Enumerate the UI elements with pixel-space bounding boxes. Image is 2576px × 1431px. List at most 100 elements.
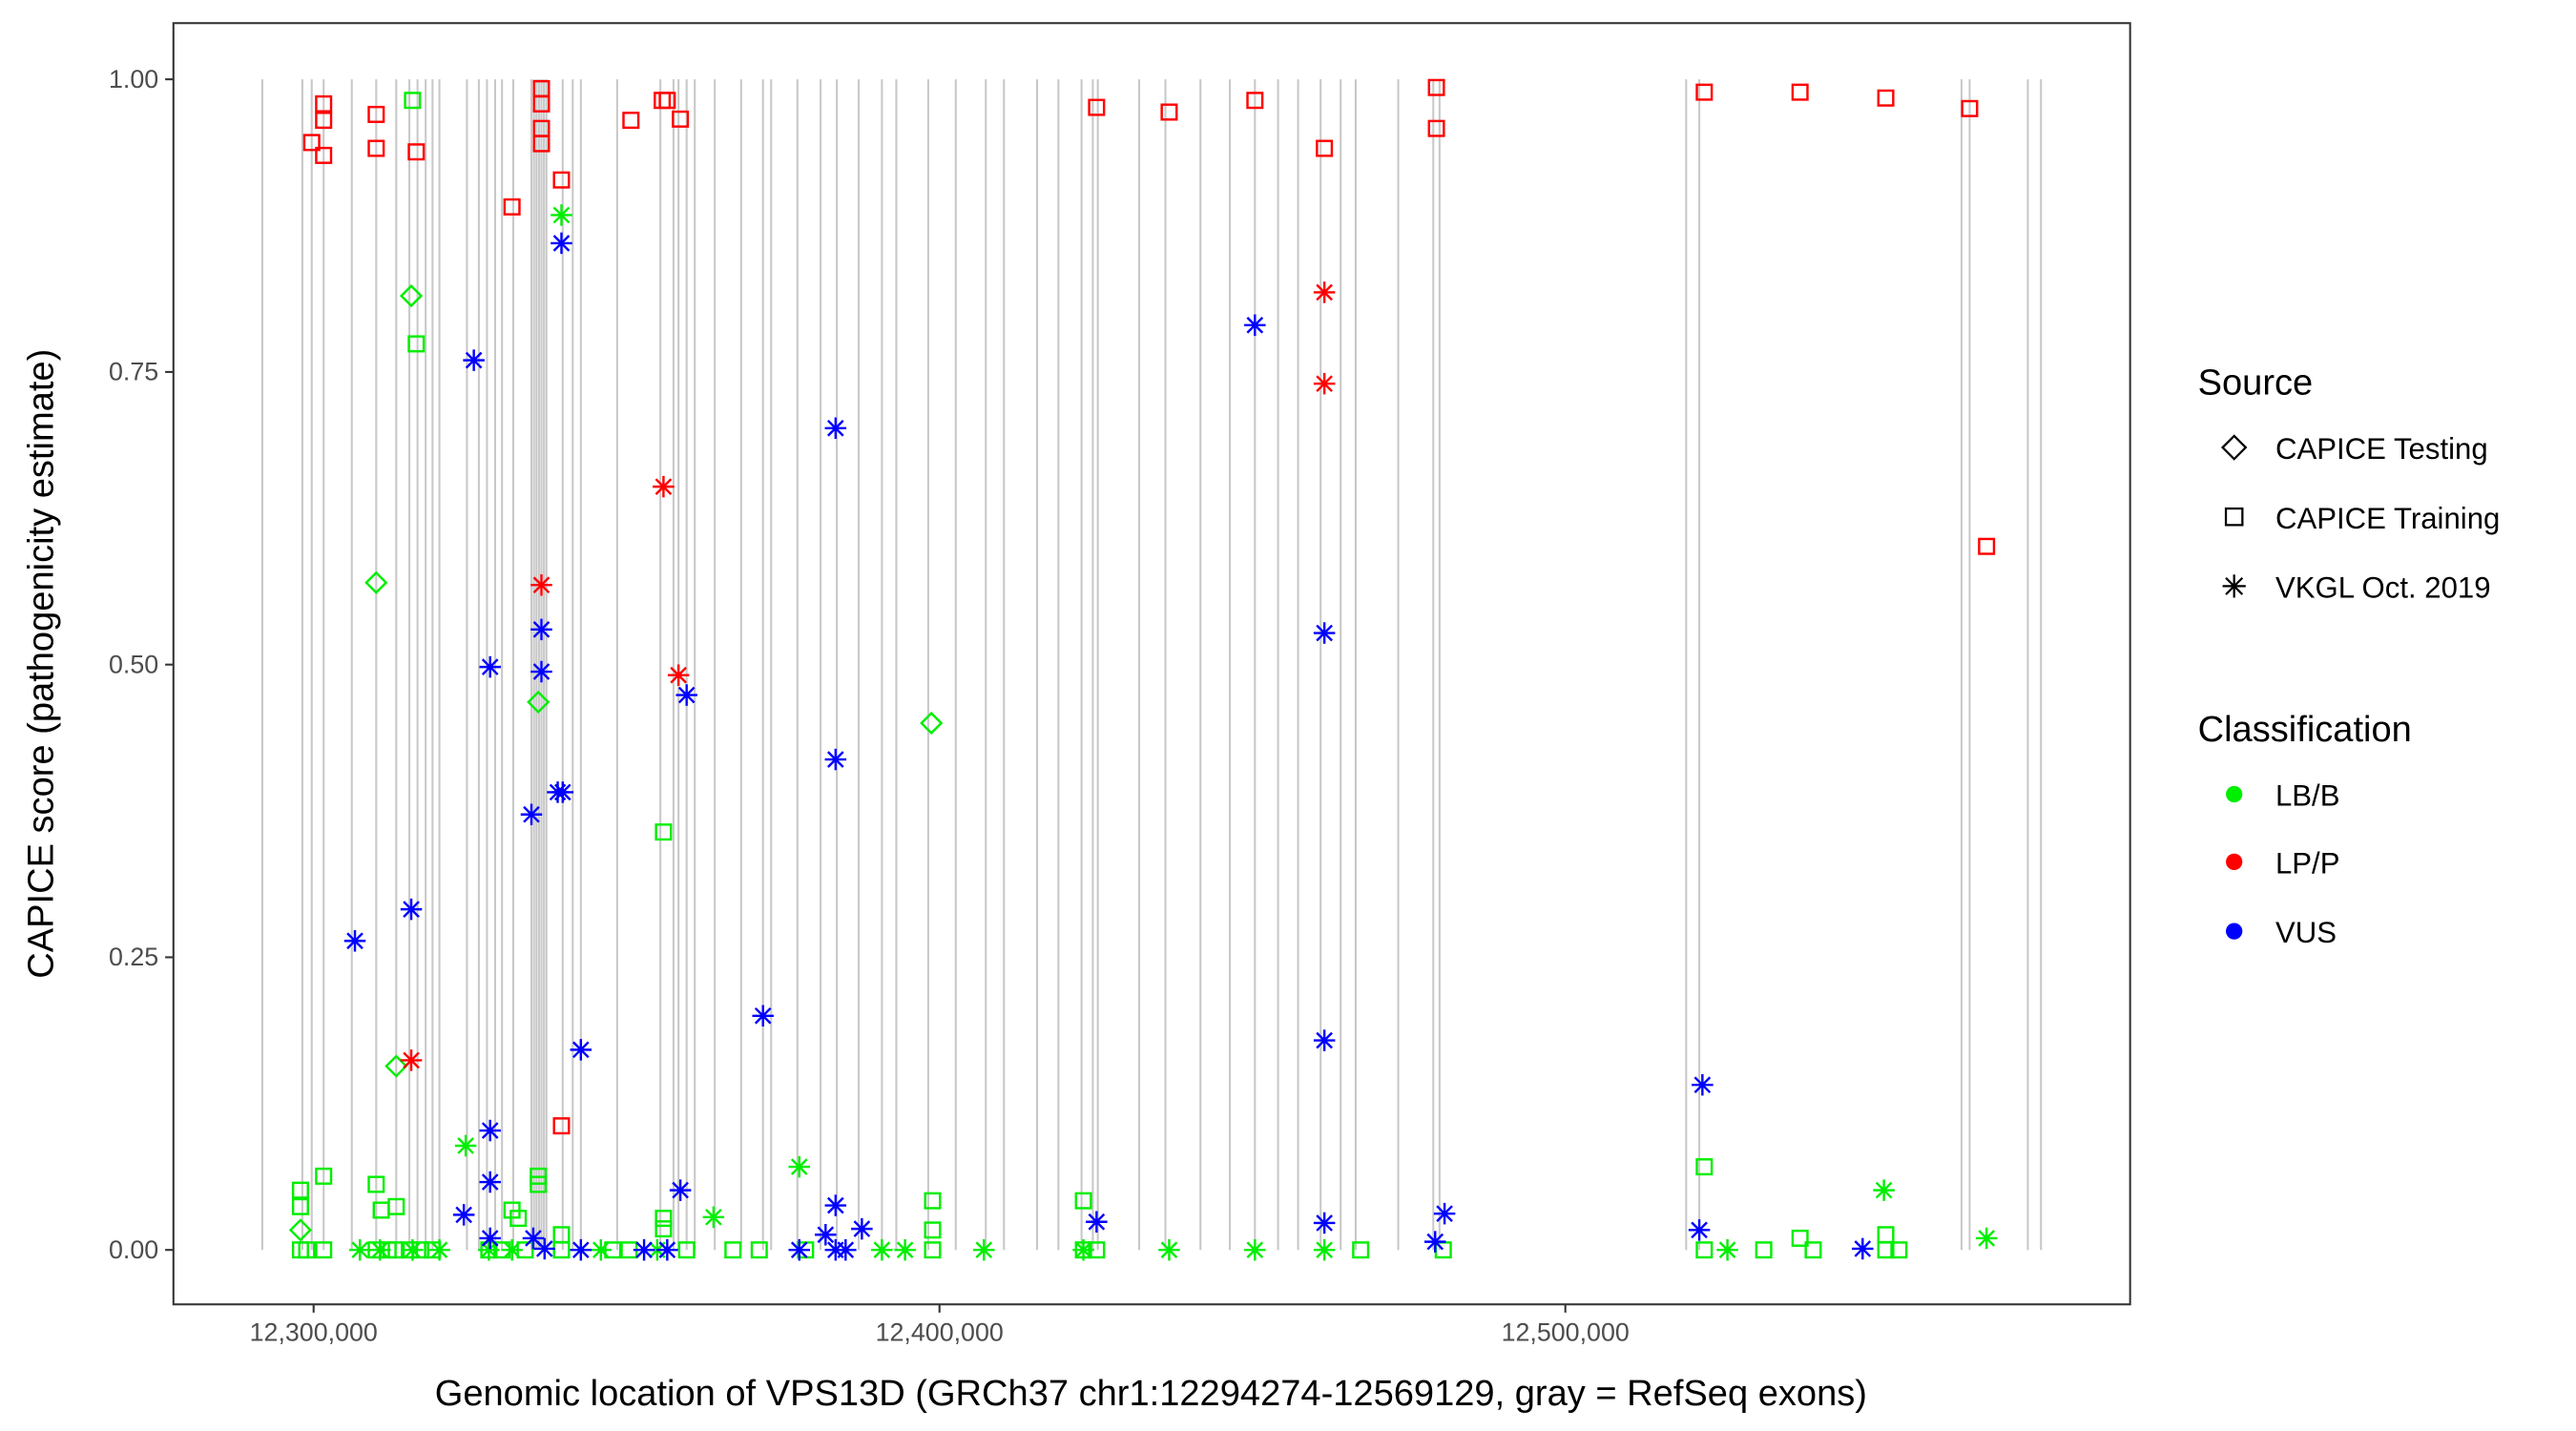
point-vkgl bbox=[851, 1217, 873, 1240]
point-training bbox=[302, 134, 321, 152]
point-vkgl bbox=[530, 660, 552, 683]
point-vkgl bbox=[551, 232, 572, 255]
point-training bbox=[530, 1175, 548, 1193]
point-training bbox=[1877, 1241, 1895, 1259]
point-vkgl bbox=[1692, 1073, 1714, 1096]
point-vkgl bbox=[1072, 1238, 1094, 1261]
point-vkgl bbox=[530, 573, 552, 596]
x-tick-label: 12,300,000 bbox=[250, 1317, 378, 1346]
x-tick-label: 12,500,000 bbox=[1502, 1317, 1630, 1346]
point-training bbox=[404, 92, 422, 110]
point-vkgl bbox=[479, 655, 501, 678]
point-training bbox=[1695, 1158, 1714, 1176]
point-vkgl bbox=[973, 1238, 995, 1261]
legend-lpp-dot-icon bbox=[2226, 853, 2243, 871]
point-vkgl bbox=[788, 1155, 811, 1178]
point-training bbox=[1804, 1241, 1822, 1259]
point-vkgl bbox=[1688, 1219, 1711, 1241]
point-training bbox=[1427, 78, 1445, 96]
point-vkgl bbox=[669, 1179, 692, 1201]
point-vkgl bbox=[894, 1238, 916, 1261]
point-training bbox=[1890, 1241, 1908, 1259]
point-vkgl bbox=[551, 781, 574, 803]
point-vkgl bbox=[428, 1238, 450, 1261]
point-vkgl bbox=[452, 1204, 475, 1226]
y-tick-label: 0.75 bbox=[109, 358, 158, 386]
point-training bbox=[315, 1241, 333, 1259]
point-training bbox=[367, 1175, 385, 1193]
point-vkgl bbox=[349, 1238, 371, 1261]
point-vkgl bbox=[1313, 372, 1336, 395]
point-vkgl bbox=[590, 1238, 613, 1261]
point-testing bbox=[364, 570, 388, 594]
y-tick-label: 0.50 bbox=[109, 650, 158, 678]
point-vkgl bbox=[400, 898, 423, 921]
legend-source-training: CAPICE Training bbox=[2275, 502, 2500, 535]
point-training bbox=[1352, 1241, 1370, 1259]
point-training bbox=[315, 146, 333, 164]
point-vkgl bbox=[824, 417, 847, 440]
point-training bbox=[1074, 1192, 1092, 1210]
data-points bbox=[288, 78, 1998, 1261]
point-training bbox=[532, 135, 551, 153]
point-training bbox=[552, 171, 571, 189]
point-vkgl bbox=[1313, 1029, 1336, 1051]
point-vkgl bbox=[871, 1238, 893, 1261]
point-training bbox=[1877, 89, 1895, 107]
point-vkgl bbox=[343, 930, 366, 952]
point-vkgl bbox=[1313, 1238, 1336, 1261]
point-vkgl bbox=[369, 1238, 391, 1261]
legend-source-testing: CAPICE Testing bbox=[2275, 432, 2488, 466]
point-training bbox=[654, 1220, 673, 1238]
point-training bbox=[509, 1210, 528, 1228]
point-training bbox=[1755, 1241, 1773, 1259]
legend-source-title: Source bbox=[2198, 363, 2314, 404]
point-training bbox=[315, 112, 333, 130]
point-training bbox=[1246, 92, 1264, 110]
y-axis: 0.00 0.25 0.50 0.75 1.00 bbox=[109, 65, 174, 1264]
point-vkgl bbox=[1158, 1238, 1180, 1261]
point-vkgl bbox=[1423, 1231, 1446, 1253]
point-training bbox=[750, 1241, 768, 1259]
point-vkgl bbox=[1244, 1238, 1266, 1261]
point-training bbox=[298, 1241, 316, 1259]
legend-vus-dot-icon bbox=[2226, 923, 2243, 940]
point-vkgl bbox=[463, 349, 485, 371]
point-training bbox=[924, 1241, 942, 1259]
point-vkgl bbox=[675, 684, 697, 706]
legend-lbb-dot-icon bbox=[2226, 785, 2243, 803]
point-vkgl bbox=[520, 803, 543, 825]
point-vkgl bbox=[824, 1194, 847, 1216]
point-testing bbox=[384, 1054, 408, 1078]
point-training bbox=[367, 139, 385, 157]
point-training bbox=[924, 1192, 942, 1210]
point-training bbox=[503, 197, 521, 216]
point-training bbox=[532, 94, 551, 113]
point-vkgl bbox=[702, 1206, 725, 1229]
point-vkgl bbox=[835, 1238, 857, 1261]
point-vkgl bbox=[1313, 1212, 1336, 1234]
point-training bbox=[654, 1210, 673, 1228]
point-training bbox=[1427, 119, 1445, 137]
point-training bbox=[372, 1201, 390, 1219]
y-tick-label: 0.25 bbox=[109, 943, 158, 971]
point-testing bbox=[920, 711, 944, 736]
point-testing bbox=[288, 1218, 313, 1242]
legend-class-lbb: LB/B bbox=[2275, 779, 2340, 813]
point-vkgl bbox=[551, 204, 572, 226]
point-training bbox=[1160, 103, 1178, 121]
legend-class-vus: VUS bbox=[2275, 916, 2337, 949]
point-testing bbox=[399, 284, 424, 308]
point-vkgl bbox=[402, 1238, 424, 1261]
point-training bbox=[1978, 537, 1996, 555]
point-vkgl bbox=[1313, 281, 1336, 303]
x-tick-label: 12,400,000 bbox=[876, 1317, 1004, 1346]
point-training bbox=[654, 823, 673, 841]
point-training bbox=[658, 92, 676, 110]
point-vkgl bbox=[1313, 622, 1336, 644]
point-vkgl bbox=[667, 664, 690, 686]
point-training bbox=[315, 1167, 333, 1185]
y-tick-label: 1.00 bbox=[109, 65, 158, 93]
point-vkgl bbox=[1244, 314, 1266, 337]
